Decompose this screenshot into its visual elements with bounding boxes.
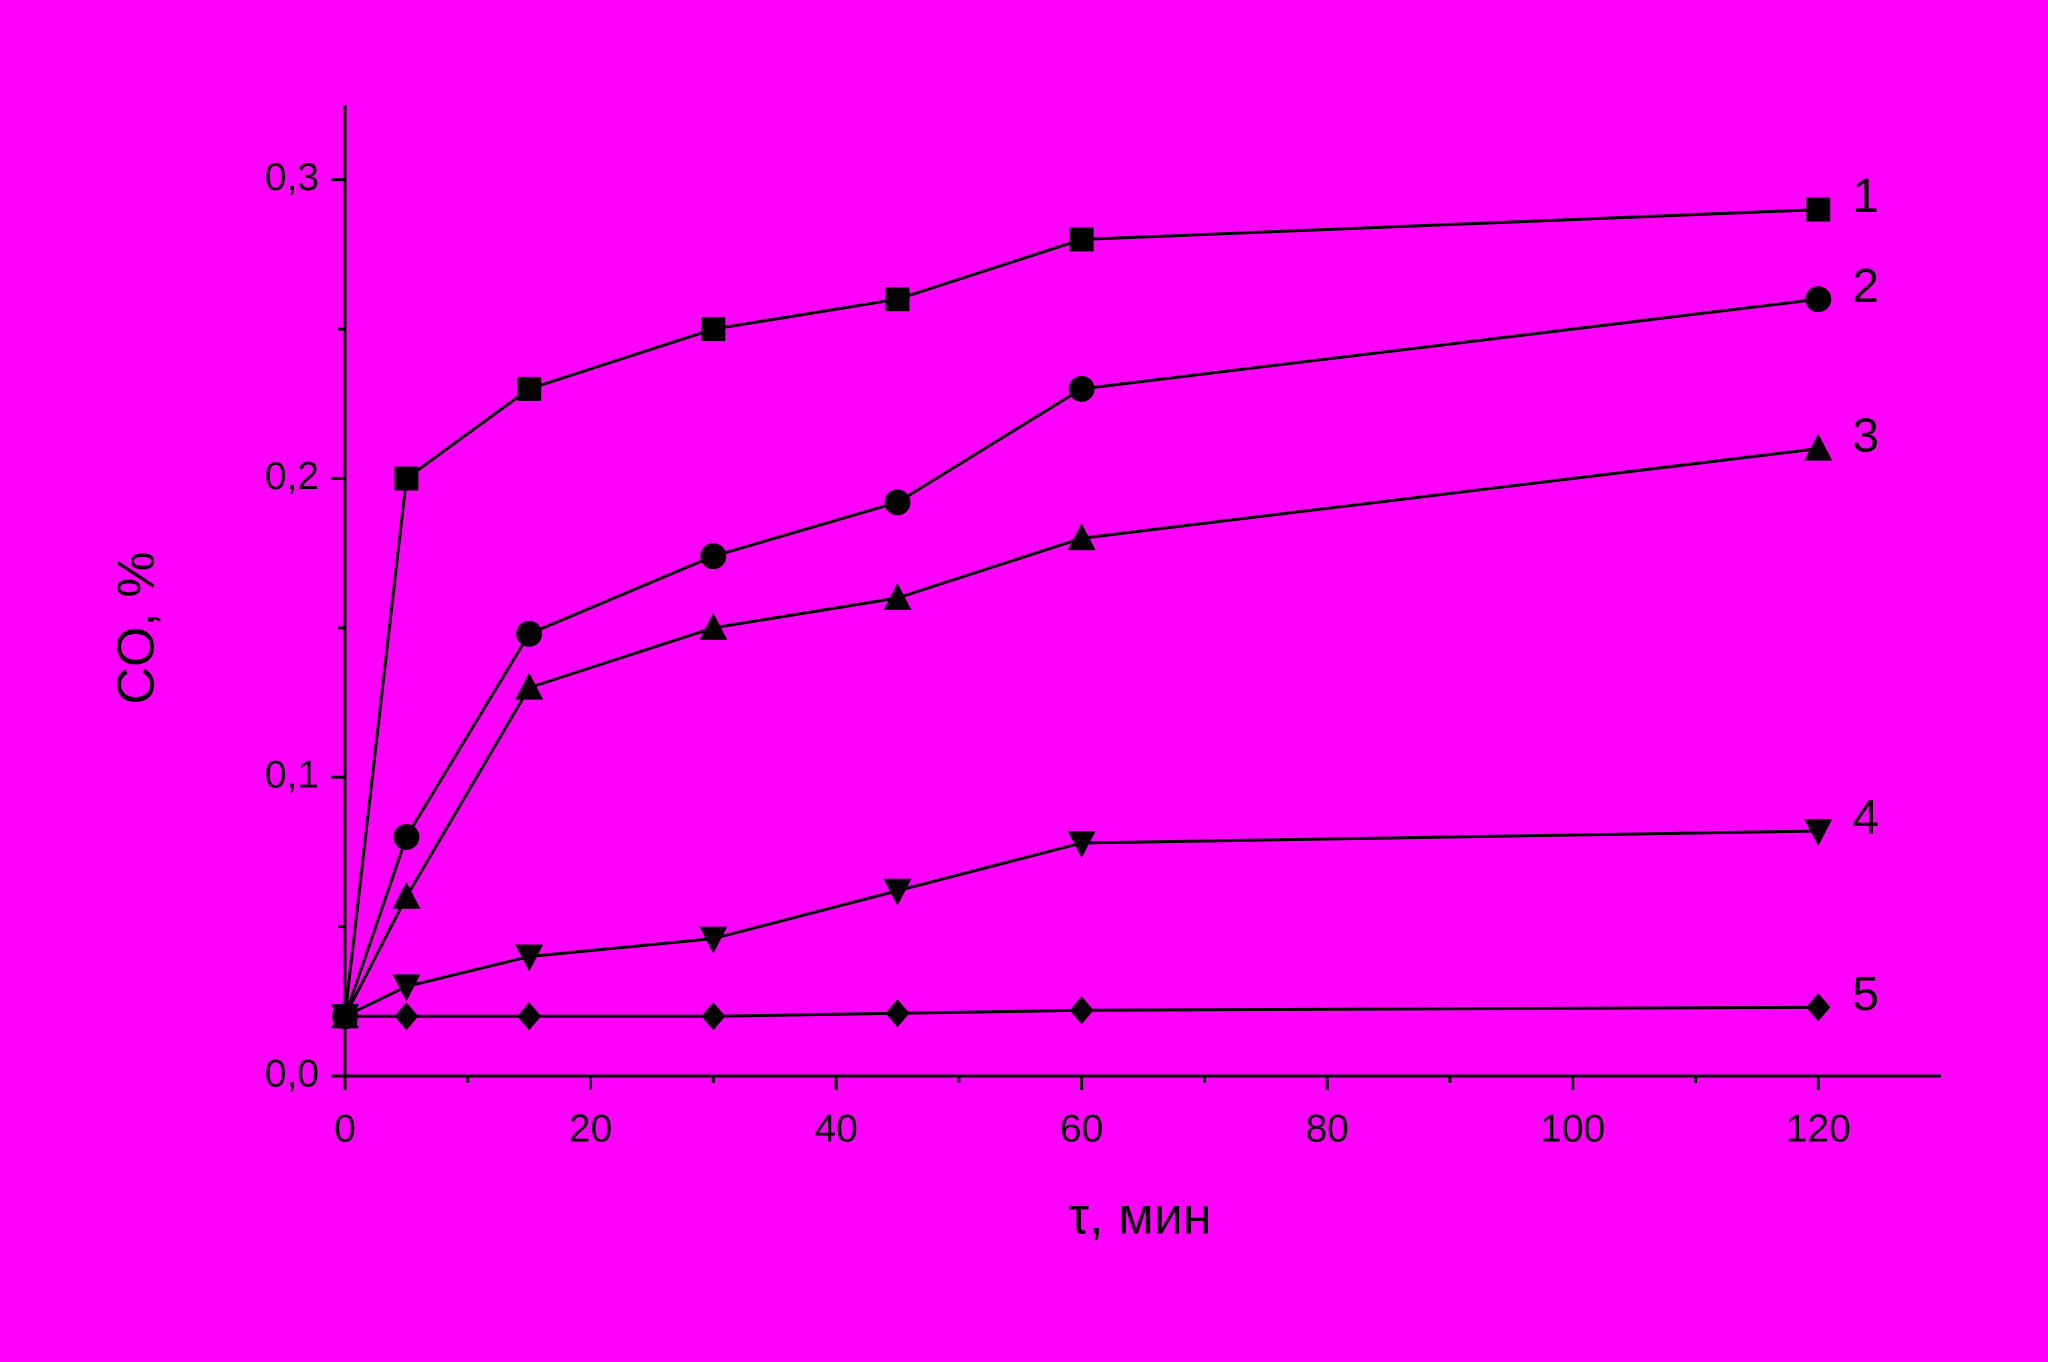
marker (515, 672, 544, 700)
marker (333, 1002, 357, 1031)
marker (515, 944, 544, 972)
marker (516, 620, 543, 647)
series-label: 1 (1852, 170, 1879, 223)
y-axis-label: CO, % (108, 551, 166, 704)
marker (1069, 996, 1094, 1025)
marker (517, 376, 542, 401)
marker (1067, 830, 1096, 858)
marker (394, 466, 419, 491)
marker (699, 926, 728, 954)
series-label: 3 (1852, 409, 1879, 462)
x-tick-label: 100 (1540, 1107, 1605, 1150)
series-label: 2 (1852, 260, 1879, 313)
marker (392, 974, 421, 1002)
y-tick-label: 0,3 (265, 156, 319, 199)
marker (1067, 523, 1096, 551)
marker (884, 489, 911, 516)
y-tick-label: 0,1 (265, 754, 319, 797)
marker (700, 543, 727, 570)
x-tick-label: 40 (814, 1107, 857, 1150)
x-axis-label: τ, мин (1069, 1188, 1212, 1246)
marker (885, 287, 910, 312)
marker (885, 999, 910, 1028)
marker (701, 317, 726, 342)
series-label: 5 (1852, 968, 1879, 1021)
marker (701, 1002, 726, 1031)
marker (394, 1002, 419, 1031)
marker (392, 881, 421, 909)
x-tick-label: 20 (569, 1107, 612, 1150)
y-tick-label: 0,0 (265, 1052, 319, 1095)
x-tick-label: 0 (334, 1107, 356, 1150)
marker (699, 612, 728, 640)
y-tick-label: 0,2 (265, 455, 319, 498)
x-tick-label: 80 (1305, 1107, 1348, 1150)
marker (517, 1002, 542, 1031)
marker (1806, 993, 1831, 1022)
marker (1805, 286, 1832, 313)
marker (1804, 433, 1833, 461)
x-tick-label: 60 (1060, 1107, 1103, 1150)
marker (883, 582, 912, 610)
series-label: 4 (1852, 792, 1879, 845)
marker (1806, 197, 1831, 222)
marker (1804, 819, 1833, 847)
marker (393, 823, 420, 850)
x-tick-label: 120 (1786, 1107, 1851, 1150)
marker (883, 878, 912, 906)
marker (1068, 375, 1095, 402)
marker (1069, 227, 1094, 252)
